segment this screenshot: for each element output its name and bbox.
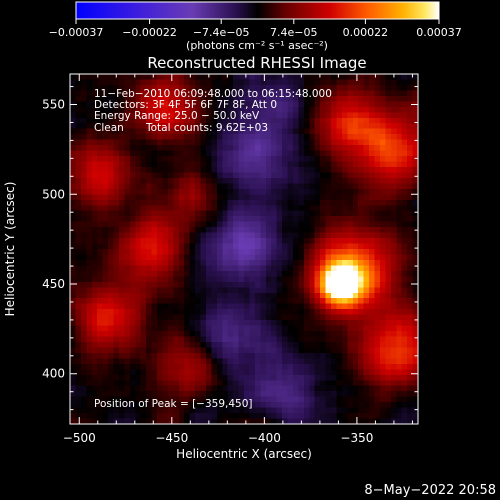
y-axis-tick-labels: 400 450 500 550 — [42, 98, 65, 381]
colorbar-tick-labels: −0.00037 −0.00022 −7.4e−05 7.4e−05 0.00022 0.… — [49, 26, 462, 39]
x-tick-label: −500 — [63, 431, 96, 445]
y-tick-label: 500 — [42, 187, 65, 201]
chart-title: Reconstructed RHESSI Image — [147, 54, 366, 72]
x-axis-label: Heliocentric X (arcsec) — [176, 447, 312, 461]
y-axis-label: Heliocentric Y (arcsec) — [3, 182, 17, 317]
peak-position-label: Position of Peak = [−359,450] — [94, 398, 253, 410]
colorbar-tick-label: 0.00037 — [416, 26, 462, 39]
y-tick-label: 400 — [42, 367, 65, 381]
colorbar-unit-label: (photons cm⁻² s⁻¹ asec⁻²) — [186, 39, 328, 52]
info-clean: Clean — [94, 122, 124, 134]
colorbar-tick-label: −7.4e−05 — [193, 26, 250, 39]
colorbar: −0.00037 −0.00022 −7.4e−05 7.4e−05 0.00022 0.… — [49, 1, 462, 52]
y-axis-ticks — [70, 86, 418, 411]
colorbar-ticks — [75, 19, 440, 24]
x-axis-tick-labels: −500 −450 −400 −350 — [63, 431, 374, 445]
colorbar-tick-label: −0.00022 — [122, 26, 177, 39]
plot-frame — [69, 73, 419, 425]
colorbar-tick-label: −0.00037 — [49, 26, 104, 39]
colorbar-tick-label: 7.4e−05 — [270, 26, 317, 39]
x-tick-label: −450 — [155, 431, 188, 445]
heatmap-image — [69, 73, 419, 425]
info-time-range: 11−Feb−2010 06:09:48.000 to 06:15:48.000 — [94, 88, 332, 100]
footer-timestamp: 8−May−2022 20:58 — [364, 483, 496, 498]
x-tick-label: −350 — [340, 431, 373, 445]
observation-info: 11−Feb−2010 06:09:48.000 to 06:15:48.000… — [94, 88, 332, 410]
x-axis-ticks — [78, 74, 413, 424]
y-tick-label: 450 — [42, 277, 65, 291]
info-total-counts: Total counts: 9.62E+03 — [145, 122, 268, 134]
y-tick-label: 550 — [42, 98, 65, 112]
info-detectors: Detectors: 3F 4F 5F 6F 7F 8F, Att 0 — [94, 99, 277, 111]
info-energy-range: Energy Range: 25.0 − 50.0 keV — [94, 110, 260, 122]
colorbar-tick-label: 0.00022 — [343, 26, 389, 39]
x-tick-label: −400 — [248, 431, 281, 445]
heatmap-raster — [70, 74, 418, 424]
colorbar-gradient — [75, 1, 440, 20]
